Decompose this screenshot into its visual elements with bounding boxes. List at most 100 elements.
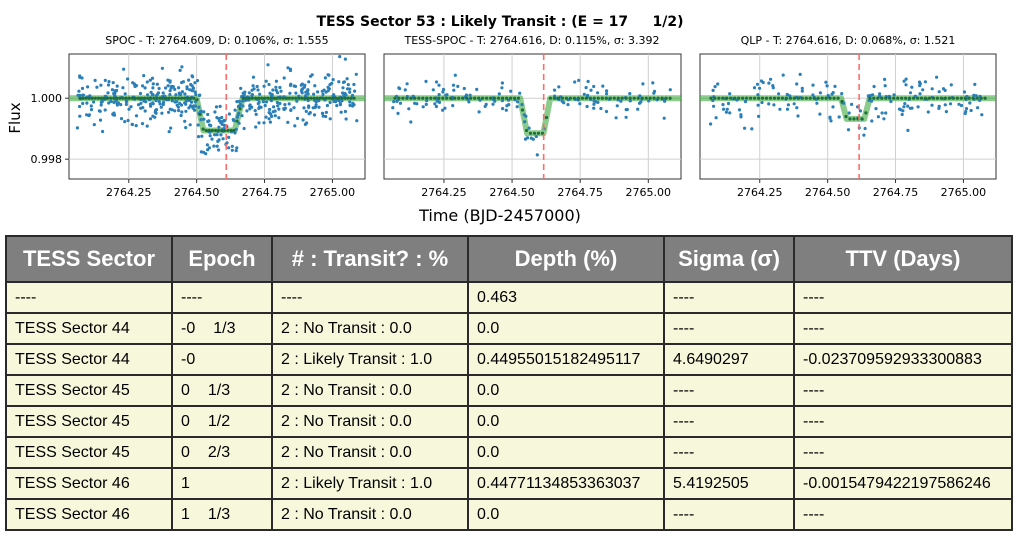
- data-point: [236, 113, 240, 117]
- data-point: [871, 93, 875, 97]
- data-point: [553, 88, 557, 92]
- binned-point: [931, 96, 936, 100]
- binned-point: [136, 96, 140, 100]
- data-point: [86, 85, 90, 89]
- cell-epoch-value: ----: [181, 288, 203, 306]
- data-point: [250, 93, 254, 98]
- data-point: [948, 102, 953, 106]
- table-row: TESS Sector 46 1 1/3 2 : No Transit : 0.0…: [5, 498, 1013, 531]
- data-point: [858, 109, 863, 113]
- binned-point: [93, 96, 97, 100]
- data-point: [837, 115, 841, 119]
- cell-epoch-value: 0: [181, 412, 190, 430]
- data-point: [214, 105, 219, 109]
- data-point: [306, 92, 310, 96]
- data-point: [199, 118, 203, 122]
- cell-epoch: -0: [171, 343, 273, 376]
- binned-point: [152, 96, 156, 100]
- data-point: [267, 82, 271, 87]
- data-point: [230, 144, 234, 148]
- data-point: [148, 117, 153, 121]
- data-point: [726, 101, 731, 106]
- data-point: [781, 73, 785, 77]
- data-point: [97, 109, 101, 113]
- data-point: [778, 107, 782, 111]
- binned-point: [409, 96, 413, 100]
- binned-point: [229, 128, 233, 133]
- data-point: [85, 101, 89, 105]
- data-point: [187, 78, 191, 82]
- binned-point: [780, 96, 785, 100]
- data-point: [87, 113, 91, 117]
- binned-point: [489, 96, 493, 100]
- data-point: [277, 107, 281, 111]
- plot-frame: [699, 53, 997, 180]
- binned-point: [556, 96, 561, 100]
- data-point: [122, 67, 126, 71]
- data-point: [926, 110, 930, 114]
- binned-point: [149, 96, 153, 100]
- data-point: [110, 88, 114, 92]
- panel-title: QLP - T: 2764.616, D: 0.068%, σ: 1.521: [741, 34, 956, 47]
- data-point: [307, 80, 311, 84]
- binned-point: [220, 128, 224, 133]
- binned-point: [644, 96, 648, 100]
- cell-ttv: ----: [793, 281, 1013, 314]
- data-point: [493, 99, 497, 103]
- x-tick-label: 2764.75: [242, 186, 288, 199]
- data-point: [197, 105, 201, 109]
- data-point: [352, 82, 356, 87]
- data-point: [112, 91, 116, 96]
- data-point: [918, 92, 922, 96]
- data-point: [350, 93, 355, 97]
- binned-point: [321, 96, 325, 100]
- data-point: [338, 55, 342, 59]
- data-point: [157, 86, 161, 91]
- binned-point: [636, 96, 640, 100]
- data-point: [193, 104, 197, 108]
- data-point: [326, 89, 330, 93]
- x-tick-label: 2764.25: [106, 186, 152, 199]
- data-point: [917, 80, 922, 84]
- binned-point: [564, 96, 569, 100]
- data-point: [331, 78, 335, 82]
- data-point: [348, 103, 352, 107]
- cell-sigma: ----: [663, 281, 795, 314]
- cell-transit: 2 : No Transit : 0.0: [271, 312, 469, 345]
- data-point: [160, 111, 164, 115]
- data-point: [313, 84, 317, 88]
- binned-point: [198, 112, 202, 117]
- binned-point: [872, 96, 876, 100]
- binned-point: [836, 96, 840, 100]
- binned-point: [916, 96, 920, 100]
- data-point: [396, 111, 400, 115]
- data-point: [268, 91, 272, 95]
- data-point: [652, 89, 657, 93]
- data-point: [605, 89, 609, 93]
- data-point: [847, 111, 851, 115]
- binned-point: [796, 96, 800, 100]
- cell-epoch-fraction: 1/3: [207, 381, 231, 399]
- binned-point: [592, 96, 596, 100]
- data-point: [77, 89, 81, 93]
- data-point: [188, 123, 192, 127]
- data-point: [980, 113, 984, 117]
- table-row: TESS Sector 46 1 2 : Likely Transit : 1.…: [5, 467, 1013, 500]
- binned-point: [552, 96, 557, 100]
- data-point: [184, 126, 188, 130]
- header-tess-sector: TESS Sector: [5, 235, 173, 283]
- panel-title: SPOC - T: 2764.609, D: 0.106%, σ: 1.555: [105, 34, 328, 47]
- binned-point: [349, 96, 353, 100]
- binned-point: [96, 96, 100, 100]
- panel-title: TESS-SPOC - T: 2764.616, D: 0.115%, σ: 3…: [404, 34, 660, 47]
- data-point: [811, 93, 815, 97]
- data-point: [777, 92, 781, 96]
- binned-point: [725, 96, 729, 100]
- data-point: [170, 108, 174, 112]
- cell-ttv: -0.0015479422197586246: [793, 467, 1013, 500]
- data-point: [534, 134, 538, 139]
- cell-ttv: ----: [793, 374, 1013, 407]
- data-point: [557, 85, 561, 89]
- binned-point: [505, 96, 509, 100]
- data-point: [317, 99, 321, 103]
